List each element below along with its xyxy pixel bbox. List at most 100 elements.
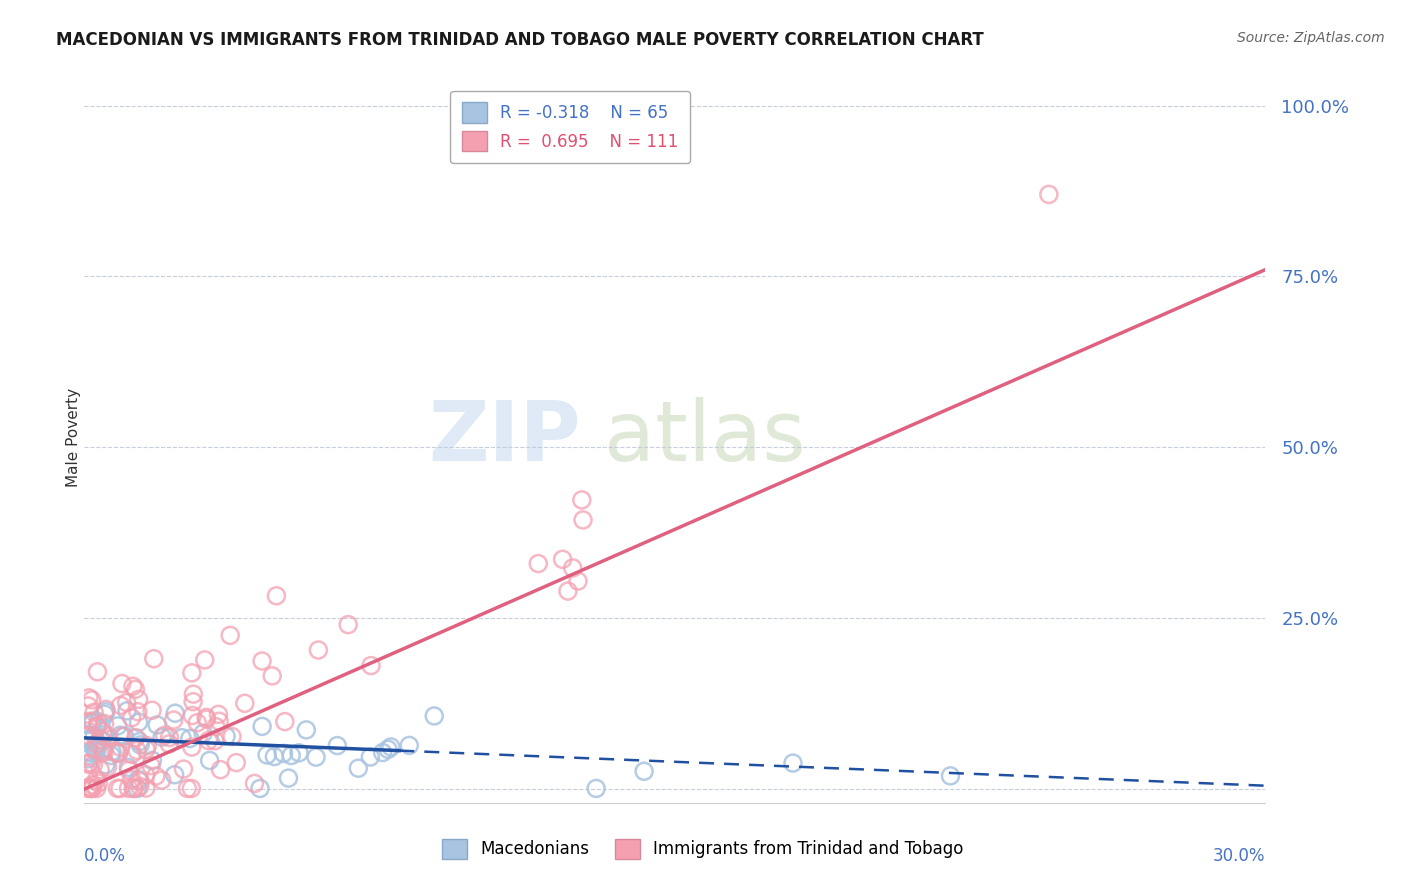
Point bbox=[127, 705, 149, 719]
Point bbox=[77, 717, 100, 731]
Point bbox=[567, 574, 589, 588]
Point bbox=[277, 771, 299, 785]
Point bbox=[266, 589, 288, 603]
Point bbox=[198, 754, 221, 768]
Point bbox=[273, 747, 295, 761]
Point bbox=[86, 665, 108, 679]
Point bbox=[89, 763, 111, 777]
Point bbox=[233, 696, 256, 710]
Point bbox=[97, 730, 120, 744]
Point bbox=[256, 747, 278, 762]
Point bbox=[105, 781, 128, 796]
Point bbox=[82, 714, 104, 728]
Point bbox=[191, 726, 214, 740]
Point bbox=[129, 738, 152, 752]
Point bbox=[118, 763, 141, 777]
Point bbox=[107, 747, 129, 761]
Point bbox=[122, 679, 145, 693]
Point bbox=[250, 654, 273, 668]
Point bbox=[91, 733, 114, 747]
Point bbox=[77, 728, 100, 742]
Point bbox=[80, 693, 103, 707]
Point bbox=[165, 706, 187, 721]
Point bbox=[114, 729, 136, 743]
Point bbox=[139, 758, 162, 772]
Point bbox=[215, 729, 238, 743]
Point bbox=[77, 781, 100, 796]
Point bbox=[398, 739, 420, 753]
Point bbox=[83, 728, 105, 742]
Point bbox=[86, 719, 108, 733]
Point bbox=[125, 743, 148, 757]
Point bbox=[181, 695, 204, 709]
Point bbox=[107, 719, 129, 733]
Point bbox=[194, 653, 217, 667]
Point bbox=[125, 731, 148, 745]
Point bbox=[80, 715, 103, 730]
Point bbox=[181, 708, 204, 723]
Point bbox=[82, 781, 104, 796]
Point bbox=[77, 751, 100, 765]
Point bbox=[101, 745, 124, 759]
Point bbox=[82, 757, 104, 772]
Point bbox=[107, 746, 129, 760]
Point bbox=[157, 737, 180, 751]
Point bbox=[208, 714, 231, 729]
Point bbox=[84, 740, 107, 755]
Point bbox=[86, 737, 108, 751]
Point bbox=[93, 745, 115, 759]
Point bbox=[633, 764, 655, 779]
Point bbox=[136, 739, 159, 753]
Point bbox=[82, 778, 104, 792]
Text: 0.0%: 0.0% bbox=[84, 847, 127, 864]
Point bbox=[93, 716, 115, 731]
Point bbox=[159, 731, 181, 745]
Point bbox=[209, 763, 232, 777]
Point bbox=[124, 682, 146, 697]
Point bbox=[122, 781, 145, 796]
Point bbox=[77, 748, 100, 763]
Point bbox=[77, 766, 100, 780]
Point bbox=[134, 767, 156, 781]
Point bbox=[170, 731, 193, 745]
Point bbox=[108, 781, 131, 796]
Point bbox=[86, 735, 108, 749]
Point bbox=[111, 676, 134, 690]
Point bbox=[77, 732, 100, 747]
Point bbox=[141, 754, 163, 768]
Point bbox=[150, 773, 173, 788]
Point bbox=[207, 707, 229, 722]
Point bbox=[359, 750, 381, 764]
Point bbox=[423, 709, 446, 723]
Point bbox=[195, 712, 218, 726]
Point bbox=[89, 732, 111, 747]
Point bbox=[153, 728, 176, 742]
Point bbox=[128, 715, 150, 730]
Point bbox=[180, 665, 202, 680]
Point bbox=[150, 730, 173, 744]
Point bbox=[782, 756, 804, 770]
Point bbox=[111, 729, 134, 743]
Point bbox=[77, 745, 100, 759]
Point bbox=[91, 724, 114, 739]
Point bbox=[221, 730, 243, 744]
Point bbox=[307, 643, 329, 657]
Text: atlas: atlas bbox=[605, 397, 806, 477]
Legend: Macedonians, Immigrants from Trinidad and Tobago: Macedonians, Immigrants from Trinidad an… bbox=[436, 832, 970, 866]
Point bbox=[347, 761, 370, 775]
Point bbox=[94, 702, 117, 716]
Point bbox=[77, 698, 100, 713]
Point bbox=[572, 513, 595, 527]
Point bbox=[371, 746, 394, 760]
Point bbox=[121, 711, 143, 725]
Point bbox=[243, 776, 266, 790]
Point bbox=[115, 704, 138, 718]
Point bbox=[77, 757, 100, 772]
Point bbox=[84, 745, 107, 759]
Point bbox=[129, 774, 152, 789]
Point bbox=[86, 739, 108, 753]
Text: ZIP: ZIP bbox=[427, 397, 581, 477]
Point bbox=[360, 658, 382, 673]
Point bbox=[86, 719, 108, 733]
Point bbox=[79, 714, 101, 729]
